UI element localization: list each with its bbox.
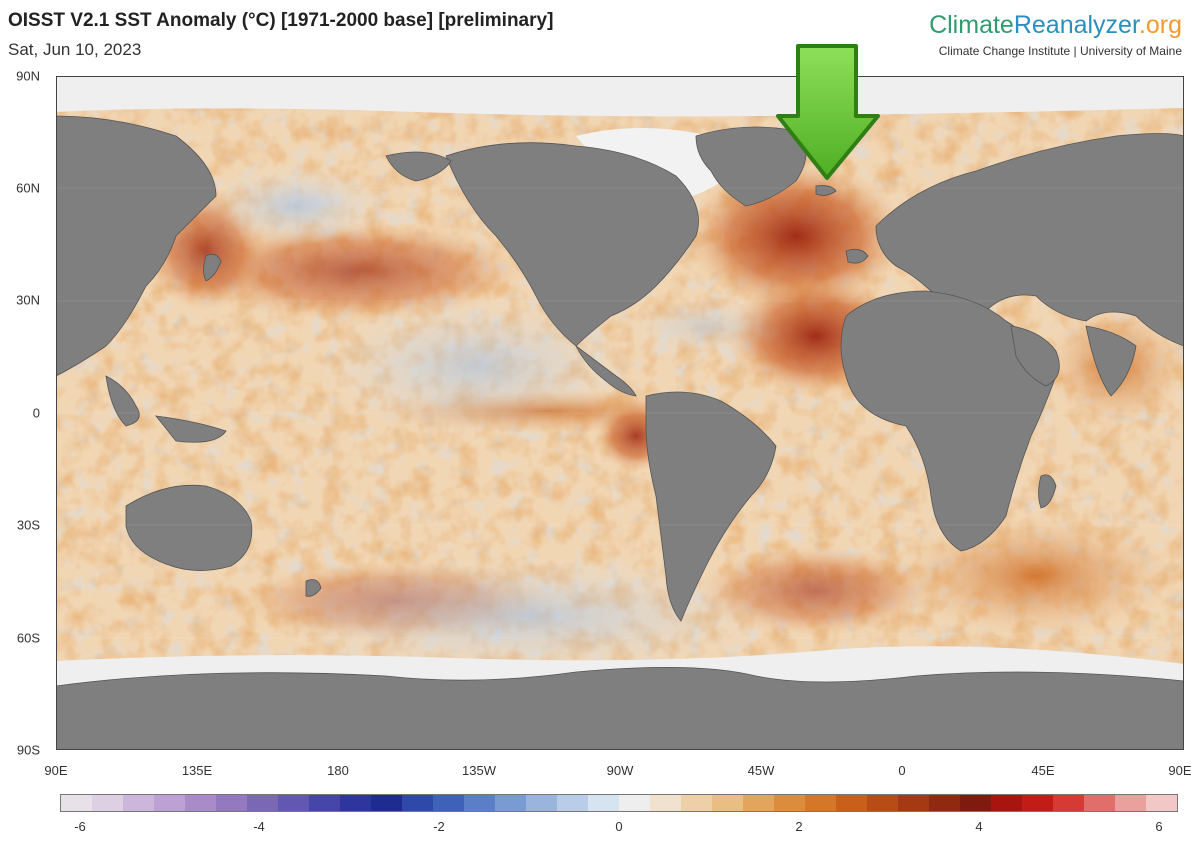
greenland: [695, 126, 807, 207]
sst-anomaly-map[interactable]: [56, 76, 1184, 750]
map-canvas: [56, 76, 1184, 750]
lat-label-0: 0: [32, 405, 40, 421]
india: [1085, 325, 1137, 397]
colorbar-swatch: [1084, 795, 1115, 811]
colorbar-swatch: [960, 795, 991, 811]
arabia: [1010, 325, 1060, 387]
colorbar-swatch: [867, 795, 898, 811]
lon-label-90w: 90W: [606, 763, 634, 778]
lat-label-60n: 60N: [16, 180, 40, 196]
map-title: OISST V2.1 SST Anomaly (°C) [1971-2000 b…: [8, 10, 554, 31]
africa: [840, 290, 1057, 552]
colorbar-swatch: [1115, 795, 1146, 811]
british-isles: [845, 248, 869, 264]
colorbar-swatch: [464, 795, 495, 811]
japan: [203, 253, 222, 282]
colorbar-swatch: [774, 795, 805, 811]
map-frame: [56, 76, 1184, 750]
brand-name-part2: Reanalyzer: [1013, 11, 1139, 39]
lon-label-0: 0: [898, 763, 906, 778]
colorbar-swatch: [681, 795, 712, 811]
colorbar-swatch: [743, 795, 774, 811]
antarctica: [56, 666, 1184, 750]
colorbar-tick-4: 4: [975, 819, 983, 834]
lat-label-90s: 90S: [16, 742, 40, 758]
colorbar-tick-neg4: -4: [253, 819, 265, 834]
iceland: [815, 185, 837, 196]
colorbar-tick-6: 6: [1155, 819, 1163, 834]
colorbar-swatch: [61, 795, 92, 811]
map-date: Sat, Jun 10, 2023: [8, 40, 142, 59]
colorbar-swatch: [1022, 795, 1053, 811]
colorbar-swatch: [898, 795, 929, 811]
colorbar-swatch: [495, 795, 526, 811]
brand-name-part1: Climate: [929, 11, 1014, 39]
colorbar-swatch: [712, 795, 743, 811]
colorbar-swatch: [836, 795, 867, 811]
colorbar-swatch: [247, 795, 278, 811]
lon-label-90e-right: 90E: [1168, 763, 1192, 778]
colorbar-swatch: [1146, 795, 1177, 811]
indonesia: [105, 375, 140, 427]
colorbar-tick-0: 0: [615, 819, 623, 834]
lon-label-90e: 90E: [44, 763, 68, 778]
colorbar-swatch: [526, 795, 557, 811]
colorbar-tick-neg2: -2: [433, 819, 445, 834]
brand-logo[interactable]: ClimateReanalyzer.org Climate Change Ins…: [929, 10, 1182, 58]
south-america: [645, 391, 777, 622]
brand-name-part3: .org: [1138, 11, 1182, 39]
colorbar-swatch: [929, 795, 960, 811]
lat-label-30s: 30S: [16, 517, 40, 533]
down-arrow-icon: [776, 44, 880, 180]
colorbar-swatch: [619, 795, 650, 811]
colorbar-swatch: [588, 795, 619, 811]
eurasia-west: [56, 115, 217, 377]
australia: [125, 484, 253, 571]
lat-label-90n: 90N: [16, 68, 40, 84]
lon-label-180: 180: [327, 763, 349, 778]
lat-label-60s: 60S: [16, 630, 40, 646]
colorbar-swatch: [309, 795, 340, 811]
lon-label-135e: 135E: [181, 763, 213, 778]
north-america: [445, 142, 699, 347]
colorbar: [60, 794, 1178, 812]
lon-label-45w: 45W: [747, 763, 775, 778]
colorbar-swatch: [154, 795, 185, 811]
land: [56, 115, 1184, 750]
lon-label-135w: 135W: [462, 763, 496, 778]
colorbar-swatch: [805, 795, 836, 811]
colorbar-swatch: [92, 795, 123, 811]
colorbar-swatch: [123, 795, 154, 811]
colorbar-swatch: [433, 795, 464, 811]
colorbar-swatch: [371, 795, 402, 811]
colorbar-swatch: [1053, 795, 1084, 811]
colorbar-swatch: [340, 795, 371, 811]
lon-label-45e: 45E: [1031, 763, 1055, 778]
colorbar-swatch: [216, 795, 247, 811]
colorbar-tick-2: 2: [795, 819, 803, 834]
brand-name: ClimateReanalyzer.org: [929, 10, 1182, 40]
colorbar-swatch: [185, 795, 216, 811]
colorbar-swatch: [650, 795, 681, 811]
madagascar: [1038, 474, 1057, 509]
arctic-sea-ice: [56, 76, 1184, 117]
colorbar-swatch: [402, 795, 433, 811]
brand-subtitle: Climate Change Institute | University of…: [938, 44, 1182, 58]
colorbar-swatch: [557, 795, 588, 811]
lat-label-30n: 30N: [16, 292, 40, 308]
graticule: [56, 187, 1184, 639]
colorbar-tick-neg6: -6: [74, 819, 86, 834]
alaska: [385, 151, 452, 182]
colorbar-swatch: [991, 795, 1022, 811]
colorbar-swatch: [278, 795, 309, 811]
new-zealand: [305, 579, 322, 597]
central-america: [575, 345, 637, 397]
